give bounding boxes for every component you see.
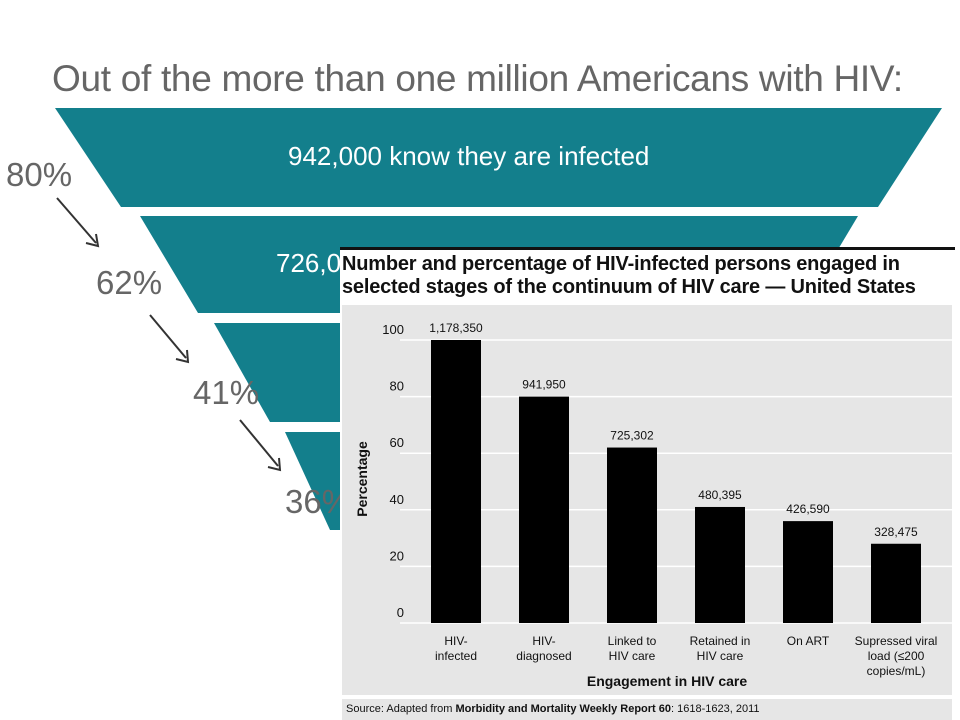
y-tick-label-60: 60 [390, 435, 404, 450]
funnel-band-1-text: 942,000 know they are infected [288, 141, 650, 171]
funnel-band-2-text: 726,0 [276, 248, 342, 278]
category-label-2-0: Linked to [608, 634, 657, 648]
data-label-5: 328,475 [874, 525, 918, 539]
category-label-2-1: HIV care [609, 649, 656, 663]
category-label-5-2: copies/mL) [867, 664, 926, 678]
category-label-1-1: diagnosed [516, 649, 571, 663]
funnel-percent-80: 80% [6, 156, 73, 193]
data-label-2: 725,302 [610, 429, 654, 443]
bar-4 [783, 521, 833, 623]
chart-panel: Number and percentage of HIV-infected pe… [340, 247, 955, 720]
funnel-percent-62: 62% [96, 264, 163, 301]
bar-2 [607, 447, 657, 623]
source-journal: Morbidity and Mortality Weekly Report 60 [455, 703, 672, 715]
y-axis-label: Percentage [354, 441, 370, 517]
funnel-title: Out of the more than one million America… [52, 58, 903, 99]
arrow-2-head [175, 349, 190, 364]
data-label-3: 480,395 [698, 488, 742, 502]
arrow-3 [239, 419, 279, 467]
category-label-5-0: Supressed viral [855, 634, 938, 648]
data-label-1: 941,950 [522, 378, 566, 392]
category-label-4-0: On ART [787, 634, 830, 648]
category-label-1-0: HIV- [532, 634, 555, 648]
category-label-5-1: load (≤200 [868, 649, 925, 663]
source-suffix: : 1618-1623, 2011 [671, 703, 760, 715]
bar-3 [695, 506, 745, 623]
bar-0 [431, 340, 481, 623]
chart-title: Number and percentage of HIV-infected pe… [342, 253, 916, 298]
source-prefix: Source: Adapted from [346, 703, 456, 715]
y-tick-label-80: 80 [390, 379, 404, 394]
bar-5 [871, 543, 921, 623]
bar-1 [519, 396, 569, 623]
y-tick-label-20: 20 [390, 548, 404, 563]
category-label-3-0: Retained in [690, 634, 751, 648]
data-label-0: 1,178,350 [429, 321, 483, 335]
x-axis-label: Engagement in HIV care [587, 673, 747, 689]
arrow-1-head [85, 233, 100, 248]
funnel-band-1 [55, 108, 942, 207]
arrow-2 [149, 314, 187, 359]
funnel-percent-41: 41% [193, 374, 260, 411]
source-note: Source: Adapted from Morbidity and Morta… [342, 699, 952, 720]
y-tick-label-40: 40 [390, 492, 404, 507]
data-label-4: 426,590 [786, 502, 830, 516]
chart-top-rule [340, 247, 955, 250]
arrow-3-head [267, 457, 282, 472]
bar-chart: 0 20 40 60 80 100 Percentage 1,178,350 HIV-infec… [354, 321, 952, 689]
y-tick-label-0: 0 [397, 605, 404, 620]
category-label-3-1: HIV care [697, 649, 744, 663]
y-tick-label-100: 100 [382, 322, 404, 337]
arrow-1 [56, 197, 97, 244]
category-label-0-0: HIV- [444, 634, 467, 648]
category-label-0-1: infected [435, 649, 477, 663]
